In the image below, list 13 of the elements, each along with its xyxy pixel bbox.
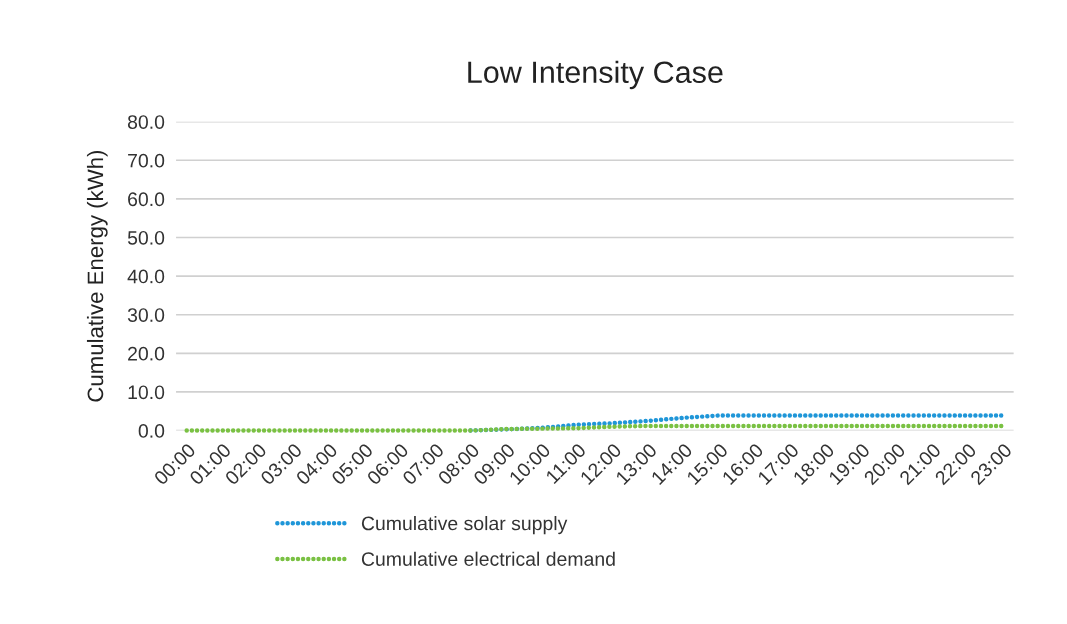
y-tick-label: 80.0 (127, 115, 165, 129)
y-tick-label: 60.0 (128, 192, 165, 207)
y-tick-label: 20.0 (128, 346, 165, 361)
y-tick-label: 40.0 (127, 269, 165, 284)
y-axis-title: Cumulative Energy (kWh) (86, 150, 108, 402)
y-tick-label: 10.0 (128, 385, 165, 400)
y-tick-label: 0.0 (138, 424, 165, 438)
chart-title: Low Intensity Case (468, 60, 723, 90)
y-tick-label: 50.0 (127, 230, 165, 245)
legend-label: Cumulative electrical demand (361, 551, 615, 566)
y-tick-label: 70.0 (128, 153, 165, 168)
y-tick-label: 30.0 (127, 308, 165, 322)
legend-label: Cumulative solar supply (361, 516, 568, 535)
